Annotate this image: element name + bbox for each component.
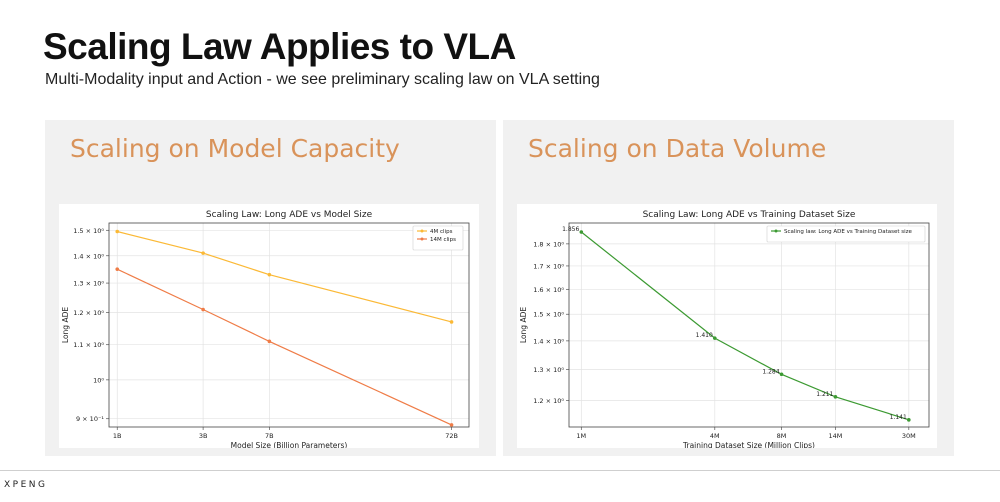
x-tick-label: 7B [265,432,274,440]
y-tick-label: 1.4 × 10⁰ [533,337,564,345]
y-tick-label: 1.5 × 10⁰ [533,311,564,319]
data-point [449,320,454,324]
series-line-2 [116,268,452,426]
legend-box [766,225,926,243]
y-tick-label: 1.5 × 10⁰ [73,227,104,235]
model-capacity-heading: Scaling on Model Capacity [70,134,400,163]
legend-swatch-marker [420,237,424,241]
data-volume-heading: Scaling on Data Volume [528,134,827,163]
data-label: 1.211 [816,391,833,398]
data-point [201,251,205,255]
y-tick-label: 1.4 × 10⁰ [73,252,104,260]
data-point [779,372,784,377]
data-volume-panel: Scaling on Data Volume 1.8 × 10⁰ 1.7 × 10… [503,120,954,456]
legend-box [412,225,464,251]
model-capacity-panel: Scaling on Model Capacity 1.5 × 10⁰ 1.4 ×… [45,120,496,456]
data-volume-chart-card: 1.8 × 10⁰ 1.7 × 10⁰ 1.6 × 10⁰ 1.5 × 10⁰ 1.4 … [517,204,937,448]
chart-title: Scaling Law: Long ADE vs Model Size [206,210,373,220]
x-tick-label: 1M [576,432,586,440]
data-label: 1.410 [696,332,713,339]
y-tick-label: 1.8 × 10⁰ [533,240,564,248]
legend-entry: Scaling law: Long ADE vs Training Datase… [784,229,913,235]
y-tick-label: 1.3 × 10⁰ [533,366,564,374]
y-tick-label: 1.7 × 10⁰ [533,262,564,270]
x-tick-label: 3B [199,432,208,440]
slide-title: Scaling Law Applies to VLA [43,26,516,67]
data-point [201,307,205,312]
model-capacity-chart-card: 1.5 × 10⁰ 1.4 × 10⁰ 1.3 × 10⁰ 1.2 × 10⁰ 1.1 … [59,204,479,448]
legend-entry: 14M clips [430,237,456,243]
chart-title: Scaling Law: Long ADE vs Training Datase… [643,210,856,220]
y-axis-label: Long ADE [61,307,70,343]
x-tick-label: 72B [445,432,458,440]
data-label: 1.856 [562,226,579,233]
data-point [907,418,911,422]
x-axis-label: Training Dataset Size (Million Clips) [682,441,815,448]
y-tick-label: 1.1 × 10⁰ [73,341,104,349]
model-capacity-chart: 1.5 × 10⁰ 1.4 × 10⁰ 1.3 × 10⁰ 1.2 × 10⁰ 1.1 … [61,210,470,448]
legend-swatch-marker [420,229,424,233]
data-volume-chart: 1.8 × 10⁰ 1.7 × 10⁰ 1.6 × 10⁰ 1.5 × 10⁰ 1.4 … [519,210,930,448]
plot-frame [108,222,470,428]
data-point [833,395,838,399]
data-point [267,272,272,277]
series-line-1 [580,231,909,421]
data-label: 1.284 [762,368,779,375]
plot-frame [568,222,930,428]
data-point [579,230,584,234]
x-tick-label: 8M [777,432,787,440]
x-tick-label: 4M [710,432,720,440]
y-tick-label: 1.2 × 10⁰ [533,397,564,405]
data-point [449,423,454,427]
y-tick-label: 1.6 × 10⁰ [533,286,564,294]
x-axis-label: Model Size (Billion Parameters) [231,441,348,448]
xpeng-logo: XPENG [4,480,48,490]
legend-swatch-marker [774,229,778,233]
data-point [712,336,717,340]
footer-divider [0,470,1000,471]
y-tick-label: 9 × 10⁻¹ [76,415,104,423]
x-tick-label: 30M [902,432,916,440]
y-tick-label: 1.2 × 10⁰ [73,309,104,317]
x-tick-label: 14M [828,432,842,440]
series-line-1 [117,230,452,323]
legend-entry: 4M clips [430,229,453,235]
data-point [267,339,272,344]
x-tick-label: 1B [113,432,122,440]
y-axis-label: Long ADE [519,307,528,343]
y-tick-label: 10⁰ [93,376,104,384]
data-point [115,267,120,271]
slide-subtitle: Multi-Modality input and Action - we see… [45,71,600,88]
data-point [115,229,120,234]
data-label: 1.141 [890,414,907,421]
y-tick-label: 1.3 × 10⁰ [73,280,104,288]
